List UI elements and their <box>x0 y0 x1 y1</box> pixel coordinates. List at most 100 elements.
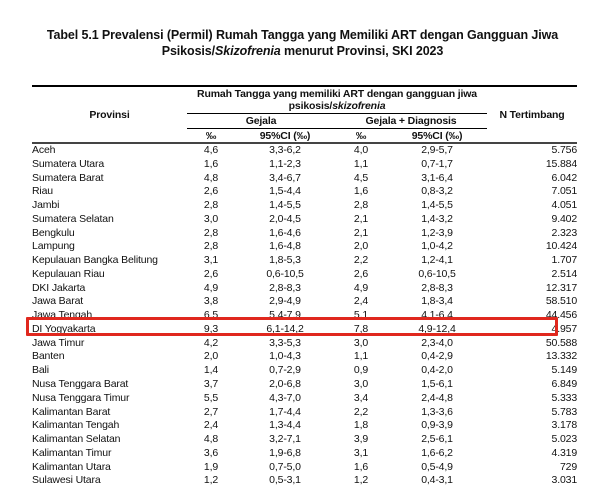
diagnosis-ci-cell: 2,9-5,7 <box>421 144 453 156</box>
diagnosis-permil-cell: 5,1 <box>353 309 369 322</box>
diagnosis-permil-cell: 1,1 <box>353 350 369 363</box>
n-tertimbang-cell: 3.178 <box>551 419 578 432</box>
province-cell: DKI Jakarta <box>32 281 86 294</box>
header-group: Rumah Tangga yang memiliki ART dengan ga… <box>187 86 488 114</box>
n-tertimbang-cell: 5.783 <box>551 405 578 418</box>
gejala-permil-cell: 4,2 <box>203 336 219 349</box>
gejala-ci-cell: 2,8-8,3 <box>269 281 301 294</box>
n-tertimbang-cell: 4.051 <box>551 199 578 212</box>
gejala-ci-cell: 3,3-6,2 <box>269 144 301 156</box>
gejala-permil-cell: 3,8 <box>203 295 219 308</box>
table-row: Nusa Tenggara Timur 5,5 4,3-7,0 3,4 2,4-4,8 5… <box>32 392 577 406</box>
diagnosis-ci-cell: 1,5-6,1 <box>421 378 453 391</box>
diagnosis-ci-cell: 1,3-3,6 <box>421 405 453 418</box>
gejala-ci-cell: 0,5-3,1 <box>269 474 301 486</box>
diagnosis-permil-cell: 1,6 <box>353 185 369 198</box>
diagnosis-ci-cell: 3,1-6,4 <box>421 171 453 184</box>
table-row: Kalimantan Selatan 4,8 3,2-7,1 3,9 2,5-6,1 5.… <box>32 433 577 447</box>
table-row: Banten 2,0 1,0-4,3 1,1 0,4-2,9 13.332 <box>32 350 577 364</box>
n-tertimbang-cell: 44.456 <box>545 309 578 322</box>
province-cell: Jawa Timur <box>32 336 85 349</box>
n-tertimbang-cell: 7.051 <box>551 185 578 198</box>
gejala-permil-cell: 3,7 <box>203 378 219 391</box>
n-tertimbang-cell: 13.332 <box>545 350 578 363</box>
diagnosis-permil-cell: 2,8 <box>353 199 369 212</box>
table-row: Aceh 4,6 3,3-6,2 4,0 2,9-5,7 5.756 <box>32 143 577 158</box>
table-title: Tabel 5.1 Prevalensi (Permil) Rumah Tang… <box>0 27 605 59</box>
header-n-tertimbang: N Tertimbang <box>487 86 578 144</box>
gejala-ci-cell: 2,9-4,9 <box>269 295 301 308</box>
province-cell: Aceh <box>32 144 56 156</box>
header-ci-gejala: 95%CI (‰) <box>235 128 335 144</box>
diagnosis-permil-cell: 3,4 <box>353 391 369 404</box>
gejala-ci-cell: 1,8-5,3 <box>269 254 301 267</box>
gejala-permil-cell: 4,9 <box>203 281 219 294</box>
gejala-ci-cell: 5,4-7,9 <box>269 309 301 322</box>
gejala-permil-cell: 1,2 <box>203 474 219 486</box>
n-tertimbang-cell: 5.756 <box>551 144 578 156</box>
n-tertimbang-cell: 10.424 <box>545 240 578 253</box>
province-cell: Sumatera Barat <box>32 171 104 184</box>
diagnosis-ci-cell: 0,8-3,2 <box>421 185 453 198</box>
province-cell: Nusa Tenggara Timur <box>32 391 130 404</box>
table-row: Riau 2,6 1,5-4,4 1,6 0,8-3,2 7.051 <box>32 185 577 199</box>
gejala-permil-cell: 3,6 <box>203 446 219 459</box>
gejala-ci-cell: 0,6-10,5 <box>266 267 304 280</box>
province-cell: Lampung <box>32 240 75 253</box>
table-body: Aceh 4,6 3,3-6,2 4,0 2,9-5,7 5.756 Sumatera Ut… <box>32 143 577 486</box>
diagnosis-ci-cell: 0,4-3,1 <box>421 474 453 486</box>
table-row: Kepulauan Riau 2,6 0,6-10,5 2,6 0,6-10,5 2.51… <box>32 268 577 282</box>
gejala-ci-cell: 3,3-5,3 <box>269 336 301 349</box>
diagnosis-permil-cell: 3,0 <box>353 336 369 349</box>
diagnosis-permil-cell: 1,6 <box>353 460 369 473</box>
diagnosis-ci-cell: 0,7-1,7 <box>421 157 453 170</box>
gejala-ci-cell: 1,6-4,8 <box>269 240 301 253</box>
gejala-permil-cell: 2,8 <box>203 199 219 212</box>
gejala-ci-cell: 6,1-14,2 <box>266 322 304 335</box>
province-cell: Kalimantan Timur <box>32 446 112 459</box>
province-cell: Bengkulu <box>32 226 75 239</box>
diagnosis-ci-cell: 0,5-4,9 <box>421 460 453 473</box>
header-provinsi: Provinsi <box>32 86 187 144</box>
gejala-permil-cell: 3,1 <box>203 254 219 267</box>
table-row: Jambi 2,8 1,4-5,5 2,8 1,4-5,5 4.051 <box>32 199 577 213</box>
n-tertimbang-cell: 2.323 <box>551 226 578 239</box>
diagnosis-permil-cell: 2,2 <box>353 405 369 418</box>
prevalence-table: Provinsi Rumah Tangga yang memiliki ART … <box>32 85 578 486</box>
n-tertimbang-cell: 729 <box>559 460 578 473</box>
diagnosis-permil-cell: 4,0 <box>353 144 369 156</box>
n-tertimbang-cell: 5.149 <box>551 364 578 377</box>
diagnosis-permil-cell: 4,9 <box>353 281 369 294</box>
province-cell: Kalimantan Tengah <box>32 419 120 432</box>
diagnosis-permil-cell: 2,2 <box>353 254 369 267</box>
diagnosis-permil-cell: 2,1 <box>353 212 369 225</box>
gejala-permil-cell: 2,6 <box>203 185 219 198</box>
gejala-permil-cell: 6,5 <box>203 309 219 322</box>
province-cell: Kalimantan Barat <box>32 405 111 418</box>
province-cell: Bali <box>32 364 49 377</box>
gejala-permil-cell: 9,3 <box>203 322 219 335</box>
province-cell: Kepulauan Bangka Belitung <box>32 254 158 267</box>
gejala-ci-cell: 1,0-4,3 <box>269 350 301 363</box>
province-cell: DI Yogyakarta <box>32 322 96 335</box>
table-row: Kalimantan Barat 2,7 1,7-4,4 2,2 1,3-3,6 5.78… <box>32 406 577 420</box>
diagnosis-permil-cell: 4,5 <box>353 171 369 184</box>
table-row: Bengkulu 2,8 1,6-4,6 2,1 1,2-3,9 2.323 <box>32 227 577 241</box>
province-cell: Riau <box>32 185 53 198</box>
province-cell: Kalimantan Selatan <box>32 433 121 446</box>
diagnosis-ci-cell: 0,4-2,9 <box>421 350 453 363</box>
gejala-ci-cell: 1,3-4,4 <box>269 419 301 432</box>
n-tertimbang-cell: 4.319 <box>551 446 578 459</box>
n-tertimbang-cell: 50.588 <box>545 336 578 349</box>
n-tertimbang-cell: 2.514 <box>551 267 578 280</box>
table-row: Kalimantan Tengah 2,4 1,3-4,4 1,8 0,9-3,9 3.1… <box>32 419 577 433</box>
gejala-ci-cell: 2,0-6,8 <box>269 378 301 391</box>
table-row: Jawa Timur 4,2 3,3-5,3 3,0 2,3-4,0 50.588 <box>32 337 577 351</box>
province-cell: Banten <box>32 350 65 363</box>
table-row: Lampung 2,8 1,6-4,8 2,0 1,0-4,2 10.424 <box>32 240 577 254</box>
diagnosis-permil-cell: 7,8 <box>353 322 369 335</box>
table-row: DI Yogyakarta 9,3 6,1-14,2 7,8 4,9-12,4 4.957 <box>32 323 577 337</box>
diagnosis-ci-cell: 1,0-4,2 <box>421 240 453 253</box>
diagnosis-permil-cell: 3,1 <box>353 446 369 459</box>
diagnosis-permil-cell: 3,0 <box>353 378 369 391</box>
